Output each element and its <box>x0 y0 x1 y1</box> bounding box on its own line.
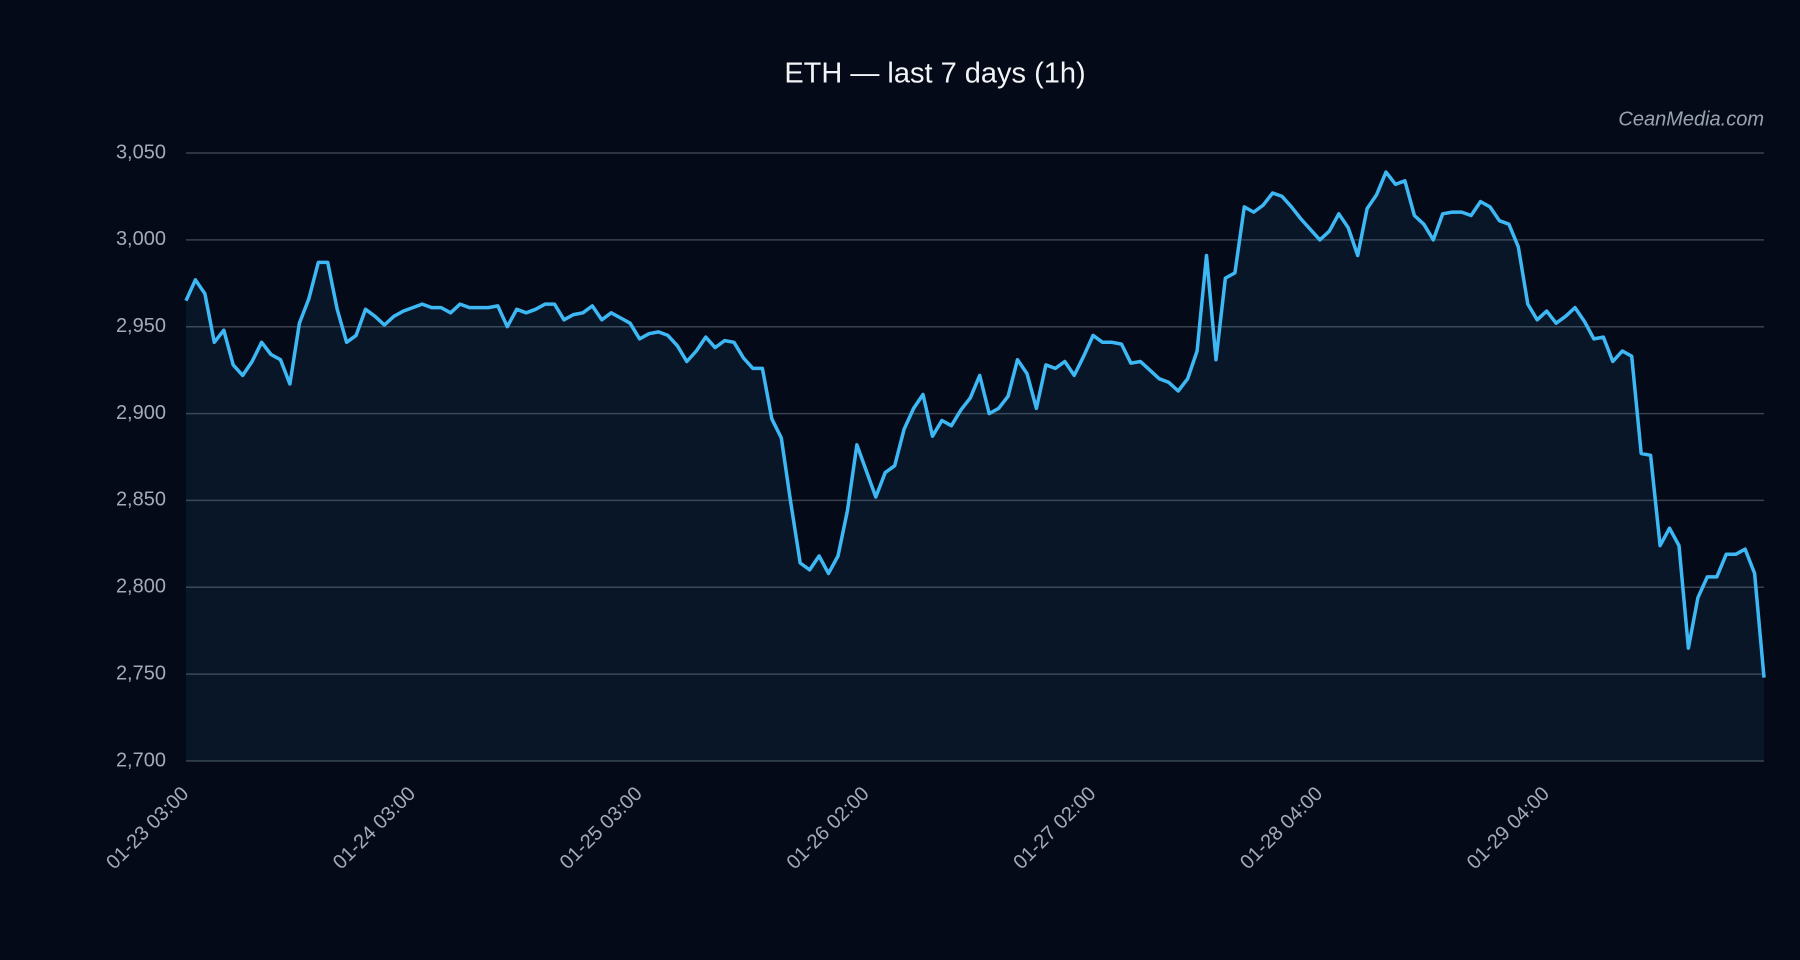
y-tick-label: 2,700 <box>116 749 166 771</box>
y-tick-label: 2,900 <box>116 402 166 424</box>
watermark: CeanMedia.com <box>1618 108 1764 130</box>
price-line <box>184 170 1766 678</box>
area-fill <box>186 172 1764 762</box>
y-tick-label: 2,950 <box>116 315 166 337</box>
y-tick-label: 2,750 <box>116 662 166 684</box>
y-tick-label: 2,800 <box>116 576 166 598</box>
y-tick-label: 3,000 <box>116 228 166 250</box>
chart-title: ETH — last 7 days (1h) <box>784 58 1085 90</box>
y-tick-label: 3,050 <box>116 141 166 163</box>
y-tick-label: 2,850 <box>116 489 166 511</box>
